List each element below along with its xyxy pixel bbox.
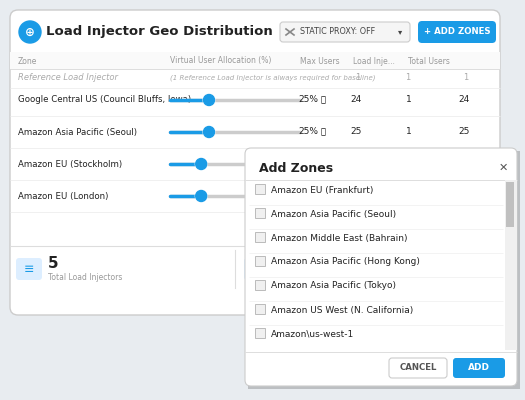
Text: 25%: 25% bbox=[298, 128, 318, 136]
Text: STATIC PROXY: OFF: STATIC PROXY: OFF bbox=[300, 28, 375, 36]
Text: ADD: ADD bbox=[468, 364, 490, 372]
FancyBboxPatch shape bbox=[389, 358, 447, 378]
Bar bbox=[248, 151, 520, 389]
Text: Reference Load Injector: Reference Load Injector bbox=[18, 74, 118, 82]
FancyBboxPatch shape bbox=[245, 148, 517, 386]
Text: 1: 1 bbox=[405, 74, 410, 82]
Text: 4: 4 bbox=[276, 256, 287, 272]
Text: ▾: ▾ bbox=[398, 28, 402, 36]
Circle shape bbox=[19, 21, 41, 43]
Text: 25: 25 bbox=[459, 128, 470, 136]
Text: 1: 1 bbox=[406, 128, 412, 136]
Bar bbox=[255, 328, 265, 338]
Text: Amazon EU (Stockholm): Amazon EU (Stockholm) bbox=[18, 160, 122, 168]
Bar bbox=[505, 180, 517, 350]
Text: Amazon\us-west-1: Amazon\us-west-1 bbox=[271, 330, 354, 338]
Text: Add Zones: Add Zones bbox=[259, 162, 333, 174]
Circle shape bbox=[204, 94, 215, 106]
Text: 🔓: 🔓 bbox=[321, 128, 326, 136]
Text: Zone: Zone bbox=[18, 56, 37, 66]
Text: Amazon Asia Pacific (Tokyo): Amazon Asia Pacific (Tokyo) bbox=[271, 282, 396, 290]
Bar bbox=[10, 52, 500, 69]
Text: Amazon US West (N. California): Amazon US West (N. California) bbox=[271, 306, 413, 314]
Text: 🔓: 🔓 bbox=[321, 96, 326, 104]
FancyBboxPatch shape bbox=[16, 258, 42, 280]
Text: Max Users: Max Users bbox=[300, 56, 340, 66]
FancyBboxPatch shape bbox=[244, 258, 270, 280]
Text: Amazon Asia Pacific (Seoul): Amazon Asia Pacific (Seoul) bbox=[271, 210, 396, 218]
Text: + ADD ZONES: + ADD ZONES bbox=[424, 28, 490, 36]
Text: 25: 25 bbox=[459, 192, 470, 200]
FancyBboxPatch shape bbox=[280, 22, 410, 42]
Text: ◎: ◎ bbox=[252, 264, 262, 274]
Bar bbox=[255, 304, 265, 314]
Text: ⊕: ⊕ bbox=[25, 26, 35, 38]
Text: 1: 1 bbox=[463, 74, 468, 82]
Text: 25%: 25% bbox=[298, 96, 318, 104]
Text: Amazon EU (London): Amazon EU (London) bbox=[18, 192, 108, 200]
Text: 25: 25 bbox=[351, 128, 362, 136]
Text: (1 Reference Load Injector is always required for baseline): (1 Reference Load Injector is always req… bbox=[170, 75, 375, 81]
Bar bbox=[506, 182, 514, 227]
Text: Google Central US (Council Bluffs, Iowa): Google Central US (Council Bluffs, Iowa) bbox=[18, 96, 191, 104]
Circle shape bbox=[196, 190, 207, 202]
Text: ≡: ≡ bbox=[24, 262, 34, 276]
Text: Total Zones: Total Zones bbox=[276, 274, 320, 282]
Text: Load Injector Geo Distribution: Load Injector Geo Distribution bbox=[46, 26, 273, 38]
Circle shape bbox=[196, 158, 207, 170]
Text: ✕: ✕ bbox=[498, 163, 508, 173]
Text: Amazon Asia Pacific (Seoul): Amazon Asia Pacific (Seoul) bbox=[18, 128, 137, 136]
FancyBboxPatch shape bbox=[10, 10, 500, 315]
Text: 1: 1 bbox=[406, 96, 412, 104]
Text: Virtual User Allocation (%): Virtual User Allocation (%) bbox=[170, 56, 271, 66]
Bar bbox=[255, 280, 265, 290]
FancyBboxPatch shape bbox=[418, 21, 496, 43]
Text: 25: 25 bbox=[459, 160, 470, 168]
Text: 1: 1 bbox=[355, 74, 360, 82]
Circle shape bbox=[204, 126, 215, 138]
Bar bbox=[255, 256, 265, 266]
Text: CANCEL: CANCEL bbox=[400, 364, 437, 372]
Text: Amazon EU (Frankfurt): Amazon EU (Frankfurt) bbox=[271, 186, 373, 194]
Text: Amazon Middle East (Bahrain): Amazon Middle East (Bahrain) bbox=[271, 234, 407, 242]
Bar bbox=[255, 232, 265, 242]
Text: 24: 24 bbox=[351, 96, 362, 104]
Text: Amazon Asia Pacific (Hong Kong): Amazon Asia Pacific (Hong Kong) bbox=[271, 258, 420, 266]
Text: Total Users: Total Users bbox=[408, 56, 450, 66]
Text: 5: 5 bbox=[48, 256, 59, 272]
Bar bbox=[255, 184, 265, 194]
Text: 24: 24 bbox=[459, 96, 470, 104]
Text: Load Inje...: Load Inje... bbox=[353, 56, 395, 66]
Text: Total Load Injectors: Total Load Injectors bbox=[48, 274, 122, 282]
FancyBboxPatch shape bbox=[453, 358, 505, 378]
Bar bbox=[255, 208, 265, 218]
